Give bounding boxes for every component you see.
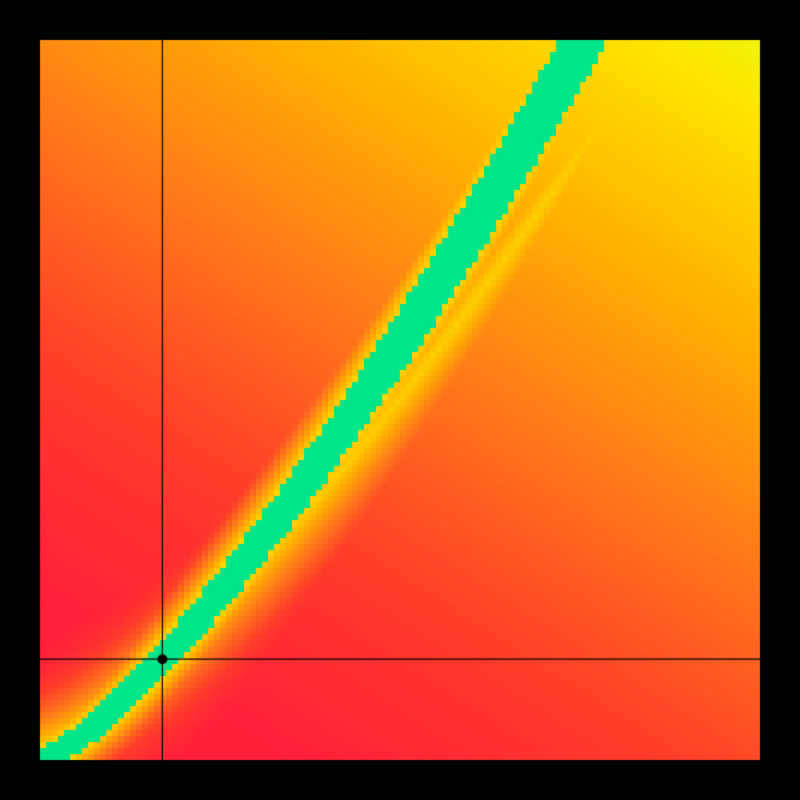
heatmap-canvas: [0, 0, 800, 800]
chart-container: TheBottleneck.com: [0, 0, 800, 800]
